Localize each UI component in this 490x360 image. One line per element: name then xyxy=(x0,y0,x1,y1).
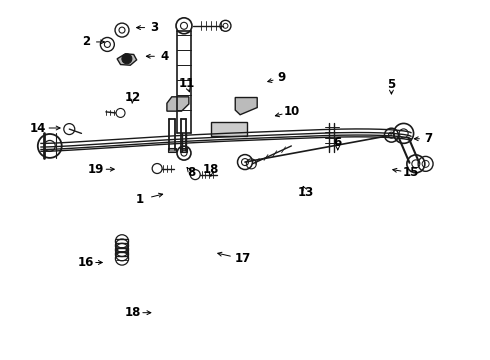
Text: 18: 18 xyxy=(203,163,219,176)
Text: 9: 9 xyxy=(277,71,286,84)
Polygon shape xyxy=(235,98,257,115)
Bar xyxy=(180,148,187,152)
Bar xyxy=(211,122,247,135)
Text: 3: 3 xyxy=(150,21,159,34)
Text: 4: 4 xyxy=(160,50,169,63)
Text: 8: 8 xyxy=(187,166,196,179)
Text: 5: 5 xyxy=(387,78,395,91)
Text: 1: 1 xyxy=(136,193,144,206)
Bar xyxy=(169,148,176,152)
Text: 2: 2 xyxy=(82,35,91,49)
Text: 16: 16 xyxy=(78,256,95,269)
Text: 19: 19 xyxy=(88,163,104,176)
Text: 17: 17 xyxy=(234,252,251,265)
Text: 11: 11 xyxy=(178,77,195,90)
Text: 15: 15 xyxy=(403,166,419,179)
Polygon shape xyxy=(117,54,137,65)
Text: 7: 7 xyxy=(424,132,432,145)
Text: 18: 18 xyxy=(124,306,141,319)
Circle shape xyxy=(122,54,132,64)
Text: 6: 6 xyxy=(334,136,342,149)
Text: 13: 13 xyxy=(298,186,314,199)
Polygon shape xyxy=(167,97,189,111)
Text: 14: 14 xyxy=(29,122,46,135)
Text: 10: 10 xyxy=(283,105,299,118)
Text: 12: 12 xyxy=(124,91,141,104)
